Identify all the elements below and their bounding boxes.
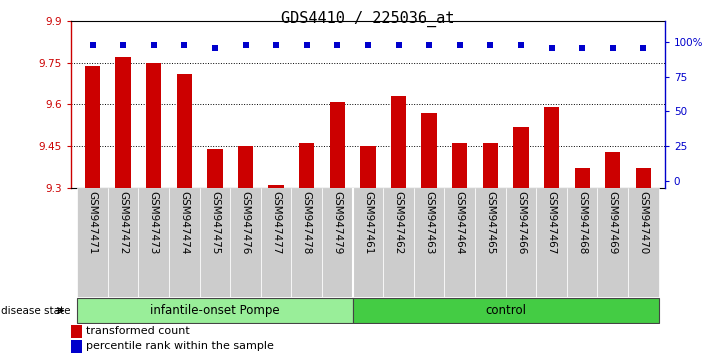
Bar	[322, 188, 353, 297]
Bar	[628, 188, 658, 297]
Text: GSM947474: GSM947474	[179, 191, 189, 254]
Bar	[391, 96, 406, 188]
Text: percentile rank within the sample: percentile rank within the sample	[86, 342, 274, 352]
Bar	[483, 143, 498, 188]
Text: GSM947462: GSM947462	[394, 191, 404, 254]
Text: GSM947470: GSM947470	[638, 191, 648, 254]
Bar	[108, 188, 139, 297]
Text: GSM947473: GSM947473	[149, 191, 159, 254]
Bar	[567, 188, 597, 297]
Bar	[506, 188, 536, 297]
Bar	[475, 188, 506, 297]
Bar	[605, 152, 621, 188]
Bar	[353, 188, 383, 297]
Text: GDS4410 / 225036_at: GDS4410 / 225036_at	[282, 11, 454, 27]
Bar	[200, 188, 230, 297]
Bar	[299, 143, 314, 188]
Bar	[77, 298, 353, 324]
Bar	[452, 143, 467, 188]
Bar	[292, 188, 322, 297]
Text: GSM947461: GSM947461	[363, 191, 373, 254]
Text: GSM947476: GSM947476	[240, 191, 250, 254]
Text: GSM947464: GSM947464	[455, 191, 465, 254]
Bar	[513, 127, 528, 188]
Bar	[360, 146, 375, 188]
Bar	[238, 146, 253, 188]
Bar	[383, 188, 414, 297]
Text: disease state: disease state	[1, 306, 70, 316]
Bar	[146, 63, 161, 188]
Bar	[544, 107, 560, 188]
Text: GSM947477: GSM947477	[271, 191, 281, 254]
Bar	[353, 298, 658, 324]
Bar	[261, 188, 292, 297]
Text: GSM947478: GSM947478	[301, 191, 311, 254]
Bar	[176, 74, 192, 188]
Bar	[208, 149, 223, 188]
Bar	[574, 168, 590, 188]
Bar	[269, 185, 284, 188]
Text: GSM947469: GSM947469	[608, 191, 618, 254]
Bar	[330, 102, 345, 188]
Bar	[77, 188, 108, 297]
Text: GSM947472: GSM947472	[118, 191, 128, 254]
Bar	[597, 188, 628, 297]
Bar	[636, 168, 651, 188]
Bar	[444, 188, 475, 297]
Bar	[85, 65, 100, 188]
Text: infantile-onset Pompe: infantile-onset Pompe	[150, 304, 279, 317]
Text: GSM947468: GSM947468	[577, 191, 587, 254]
Text: GSM947467: GSM947467	[547, 191, 557, 254]
Text: transformed count: transformed count	[86, 326, 190, 336]
Bar	[139, 188, 169, 297]
Bar	[414, 188, 444, 297]
Bar	[536, 188, 567, 297]
Bar	[169, 188, 200, 297]
Bar	[115, 57, 131, 188]
Bar	[71, 325, 82, 338]
Bar	[230, 188, 261, 297]
Bar	[71, 340, 82, 353]
Text: GSM947475: GSM947475	[210, 191, 220, 254]
Text: GSM947465: GSM947465	[486, 191, 496, 254]
Text: GSM947463: GSM947463	[424, 191, 434, 254]
Text: GSM947479: GSM947479	[332, 191, 342, 254]
Text: GSM947466: GSM947466	[516, 191, 526, 254]
Text: control: control	[485, 304, 526, 317]
Bar	[422, 113, 437, 188]
Text: GSM947471: GSM947471	[87, 191, 97, 254]
